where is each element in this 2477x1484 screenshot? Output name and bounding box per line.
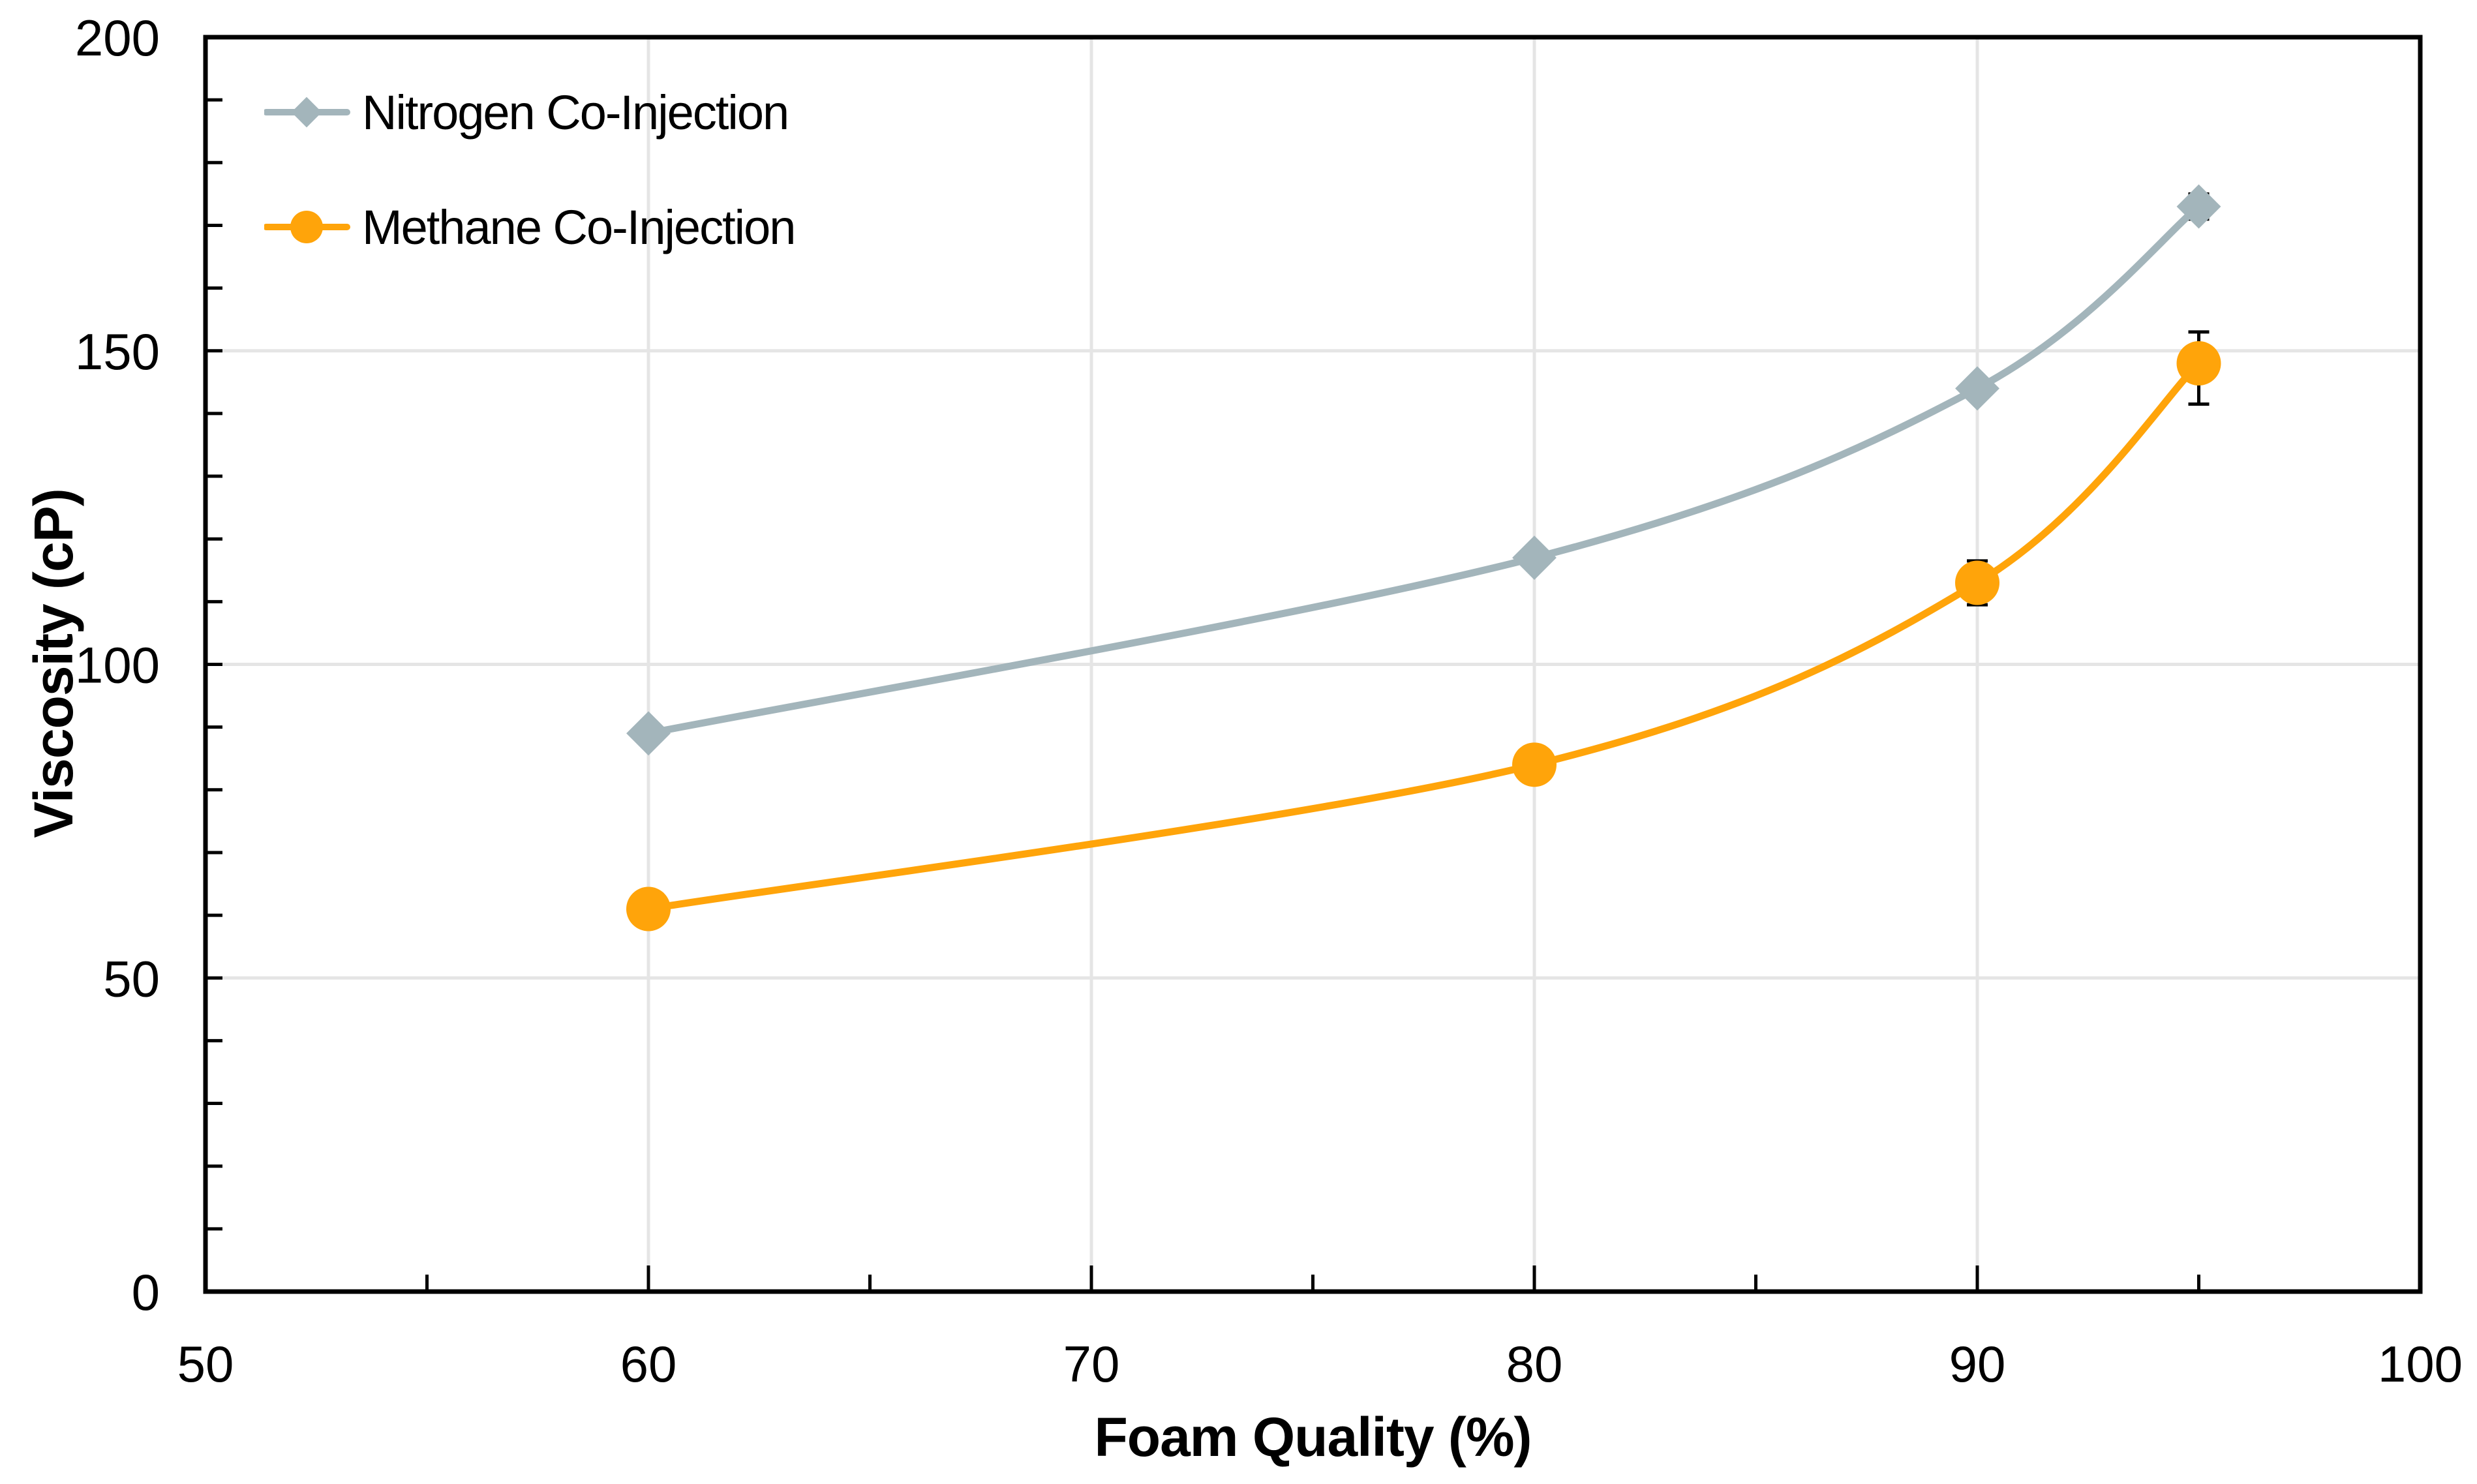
y-tick-label-100: 100	[75, 637, 160, 694]
legend-label-nitrogen: Nitrogen Co-Injection	[362, 85, 789, 140]
methane-marker-80	[1512, 742, 1557, 787]
x-tick-label-80: 80	[1506, 1335, 1563, 1393]
y-axis-title: Viscosity (cP)	[23, 489, 84, 838]
nitrogen-series-line	[645, 203, 2202, 737]
y-tick-label-50: 50	[103, 950, 160, 1007]
plot-frame	[203, 35, 2423, 1294]
x-axis-title: Foam Quality (%)	[1094, 1406, 1532, 1468]
x-tick-label-100: 100	[2378, 1335, 2463, 1393]
methane-marker-95	[2176, 341, 2221, 386]
methane-series-line	[645, 359, 2202, 913]
x-tick-label-50: 50	[177, 1335, 234, 1393]
nitrogen-marker-80	[1512, 536, 1557, 580]
circle-marker-icon	[290, 211, 323, 243]
methane-marker-60	[626, 886, 671, 931]
y-tick-label-200: 200	[75, 9, 160, 67]
legend-item-methane: Methane Co-Injection	[264, 193, 796, 261]
legend-item-nitrogen: Nitrogen Co-Injection	[264, 78, 795, 146]
nitrogen-marker-95	[2176, 184, 2221, 229]
legend: Nitrogen Co-Injection Methane Co-Injecti…	[264, 78, 796, 261]
methane-legend-swatch	[264, 211, 350, 243]
y-tick-label-0: 0	[132, 1264, 160, 1321]
y-tick-label-150: 150	[75, 323, 160, 380]
nitrogen-legend-swatch	[264, 97, 350, 128]
nitrogen-marker-60	[626, 711, 671, 756]
diamond-marker-icon	[291, 97, 322, 128]
legend-label-methane: Methane Co-Injection	[362, 200, 796, 254]
nitrogen-marker-90	[1955, 366, 1999, 411]
x-tick-label-60: 60	[620, 1335, 677, 1393]
x-tick-label-90: 90	[1949, 1335, 2006, 1393]
x-tick-label-70: 70	[1063, 1335, 1120, 1393]
methane-marker-90	[1955, 560, 1999, 605]
